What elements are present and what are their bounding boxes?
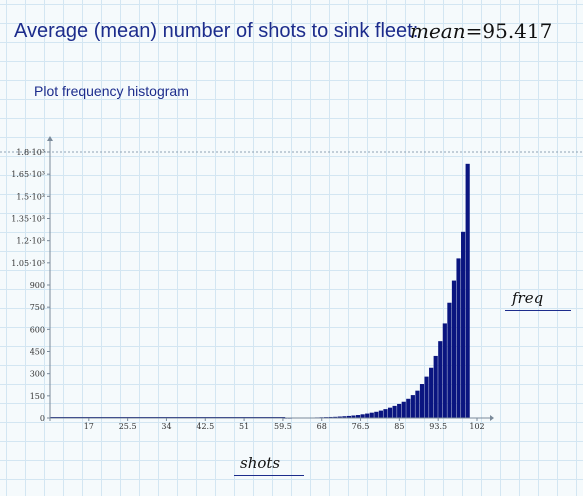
histogram-bar [465,163,470,418]
y-tick-label: 1.5·10³ [16,192,45,201]
y-axis-arrow [47,136,53,141]
histogram-bar [333,416,338,418]
x-tick-label: 102 [469,422,484,431]
histogram-bar [328,416,333,418]
y-tick-label: 1.05·10³ [11,259,45,268]
mean-value: 95.417 [482,19,553,43]
y-tick-label: 900 [30,281,45,290]
mean-heading: Average (mean) number of shots to sink f… [14,20,419,42]
x-axis-arrow [490,415,494,421]
x-tick-label: 68 [317,422,327,431]
x-tick-label: 17 [84,422,94,431]
histogram-bar [392,405,397,418]
y-tick-label: 1.8·10³ [16,148,45,157]
histogram-bar [397,403,402,418]
x-tick-label: 85 [394,422,404,431]
histogram-bar [360,414,365,418]
histogram-bar [351,415,356,418]
histogram-bar [461,231,466,418]
histogram-bar [424,376,429,418]
x-tick-label: 93.5 [429,422,447,431]
mean-expression[interactable]: mean=95.417 [410,19,552,43]
histogram-bar [415,390,420,418]
y-axis-variable[interactable]: freq [512,289,544,307]
x-tick-label: 51 [239,422,249,431]
histogram-bar [387,407,393,418]
histogram-bar [337,416,342,418]
histogram-bar [429,367,434,418]
x-tick-label: 76.5 [352,422,370,431]
y-tick-label: 150 [30,392,45,401]
x-tick-label: 25.5 [119,422,137,431]
histogram-bar [456,258,461,418]
mean-equals: = [465,19,483,43]
histogram-bar [401,401,406,418]
y-tick-label: 1.65·10³ [11,170,45,179]
histogram-bar [342,416,347,418]
x-tick-label: 34 [161,422,171,431]
histogram-bar [442,323,447,418]
histogram-bar [355,415,361,418]
histogram-bar [346,415,352,418]
y-tick-label: 1.2·10³ [16,237,45,246]
y-tick-label: 0 [40,414,45,423]
x-tick-label: 59.5 [274,422,292,431]
y-tick-label: 450 [30,348,45,357]
histogram-bar [406,398,411,418]
histogram-bar [419,384,425,418]
histogram-bar [410,395,415,418]
histogram-bar [378,410,383,418]
y-tick-label: 300 [30,370,45,379]
x-axis-variable[interactable]: shots [240,454,281,472]
y-tick-label: 750 [30,303,45,312]
histogram-bar [369,412,374,418]
histogram-bar [447,302,452,418]
x-axis-variable-underline [234,475,304,476]
x-tick-label: 42.5 [196,422,214,431]
mean-variable: mean [410,19,466,43]
histogram-bar [383,409,388,418]
histogram-bar [365,413,370,418]
histogram-bar [433,355,438,418]
histogram-subheading: Plot frequency histogram [34,83,189,99]
histogram-bar [438,341,443,418]
y-tick-label: 1.35·10³ [11,215,45,224]
y-axis-variable-underline [505,310,571,311]
y-tick-label: 600 [30,325,45,334]
histogram-bar [451,280,457,418]
histogram-bar [374,411,379,418]
